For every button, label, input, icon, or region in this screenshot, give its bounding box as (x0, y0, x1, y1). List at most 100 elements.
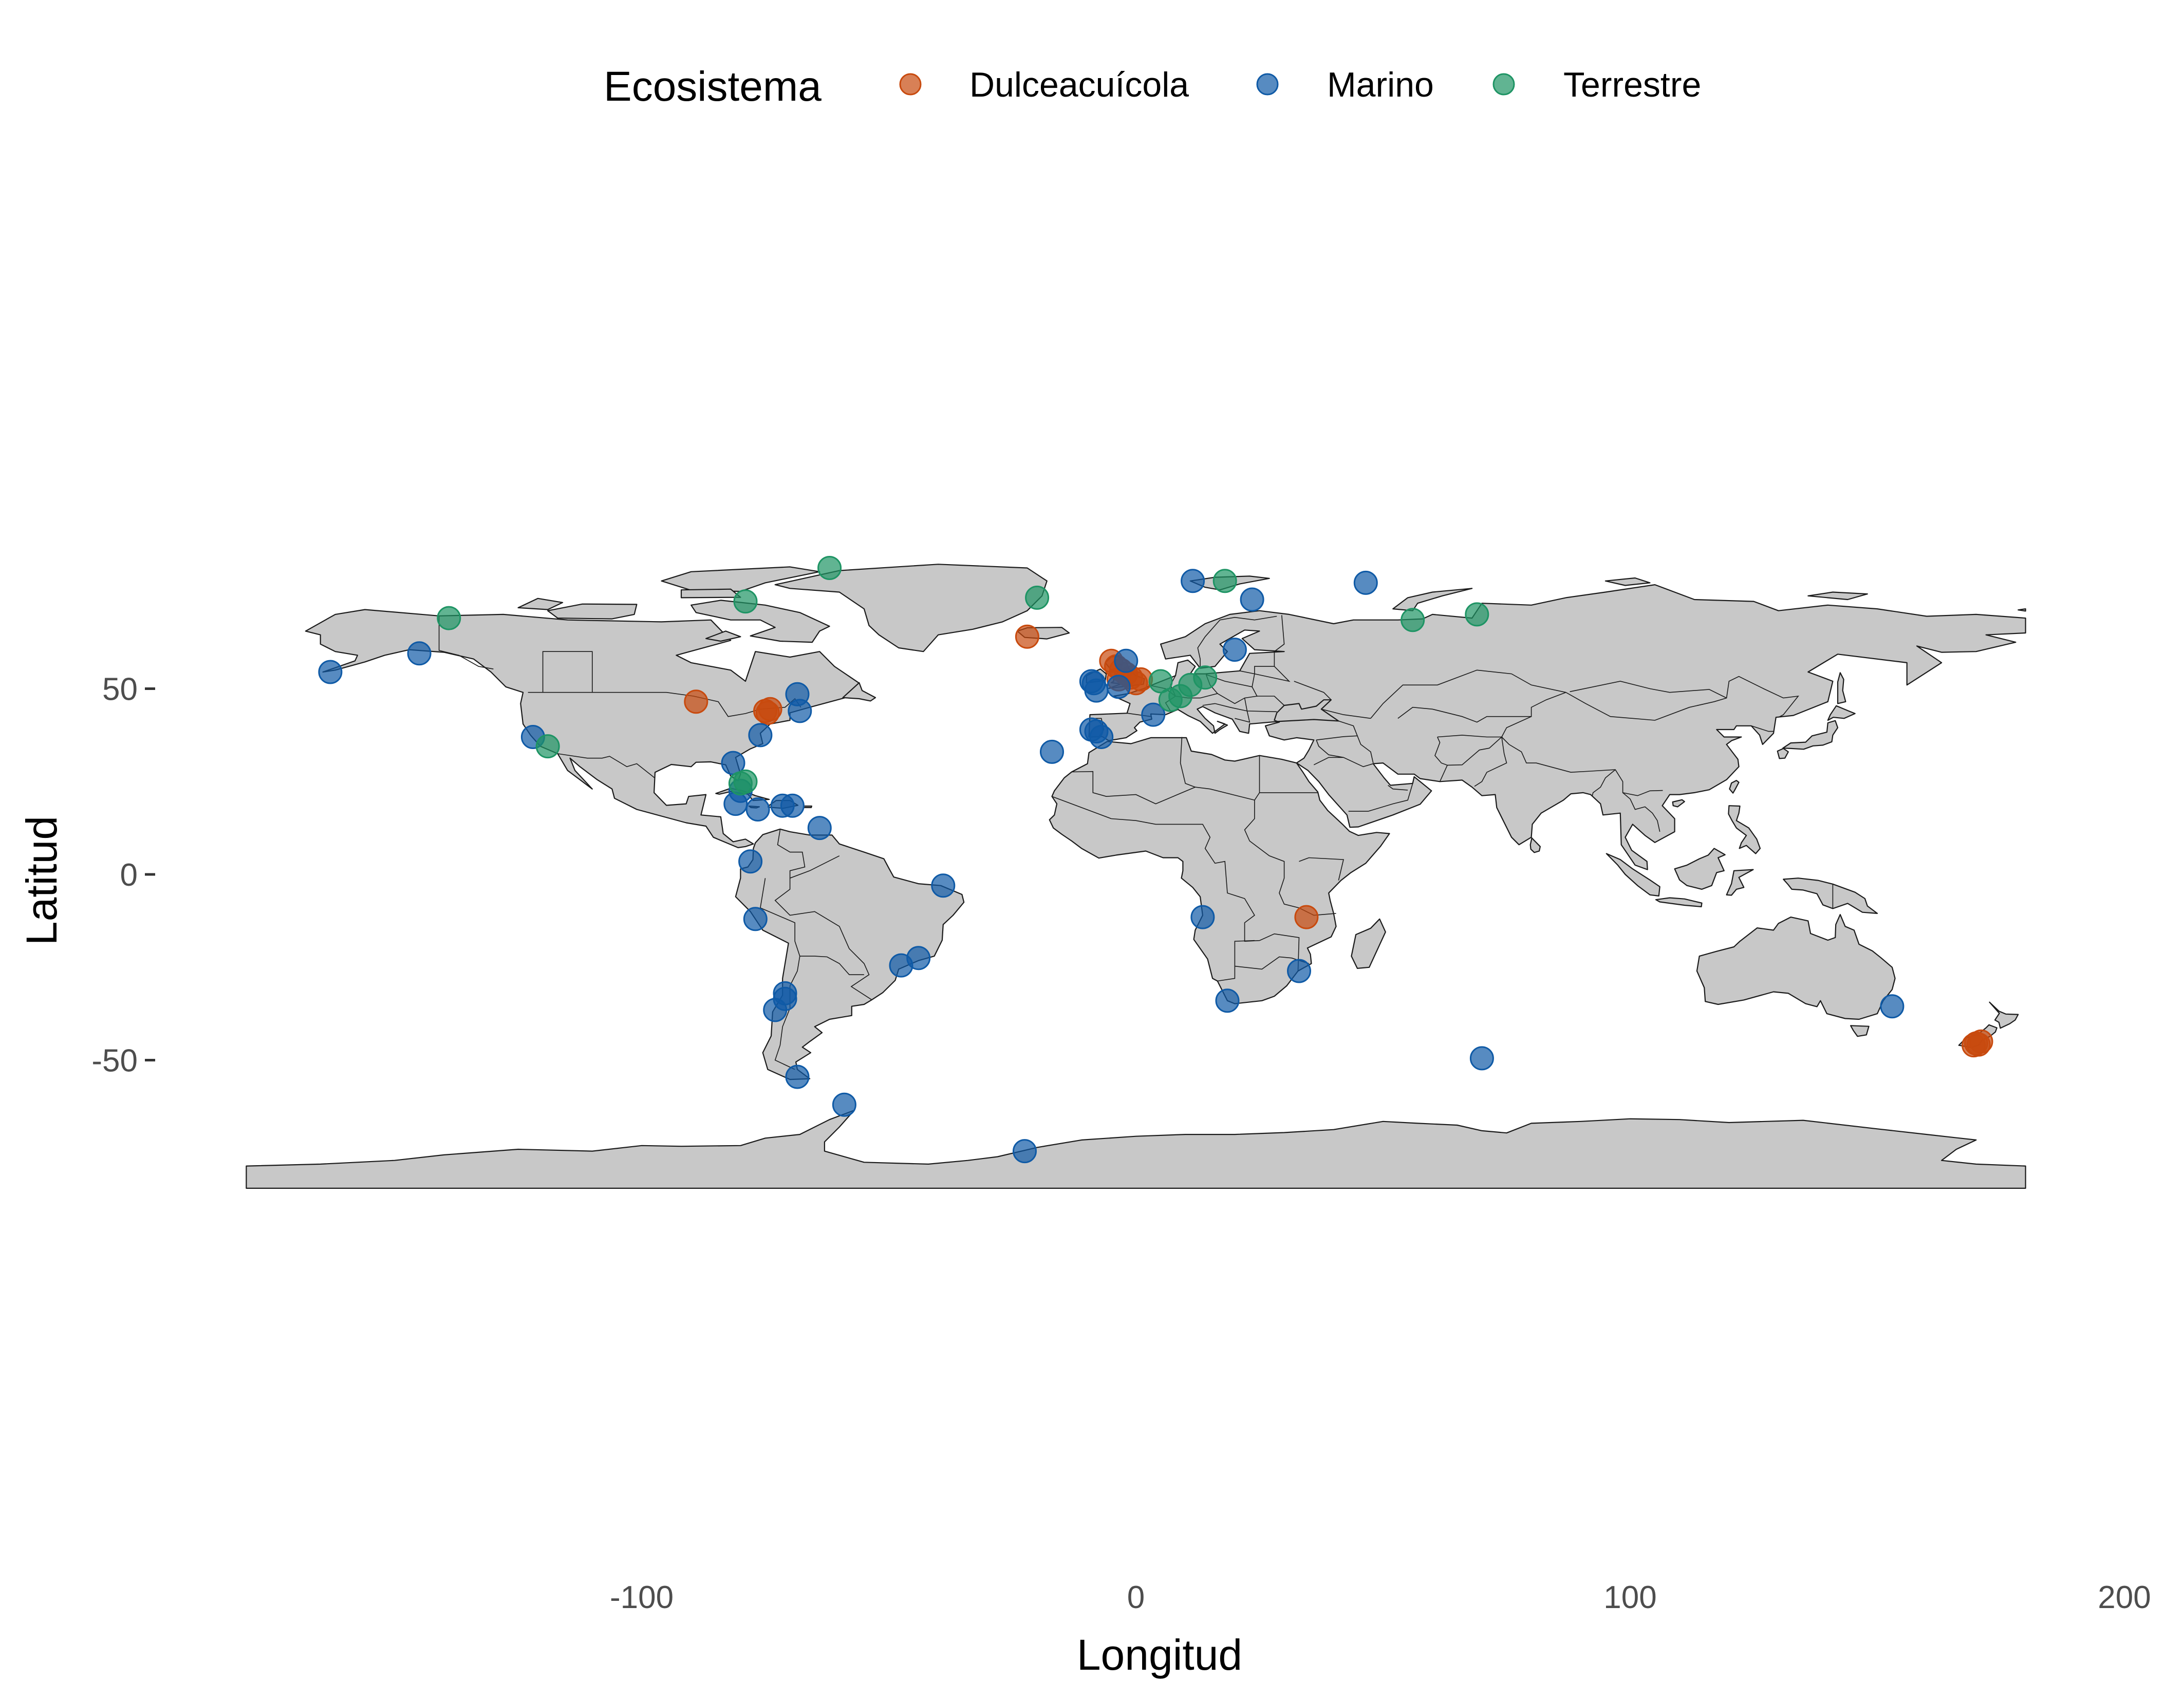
border-arabia-3 (1388, 785, 1408, 791)
point-marino-34 (1181, 569, 1205, 593)
border-china-north (1565, 676, 1799, 721)
point-marino-30 (1081, 671, 1106, 696)
border-africa-7 (1299, 857, 1344, 881)
land-victoria-island (547, 603, 638, 620)
land-new-guinea (1783, 877, 1878, 914)
legend-swatch-dulceacuicola (899, 73, 922, 96)
land-australia (1696, 914, 1896, 1020)
point-marino-39 (1215, 988, 1240, 1013)
legend-label-marino: Marino (1327, 65, 1434, 104)
point-marino-14 (788, 699, 812, 723)
point-marino-31 (1106, 675, 1131, 699)
border-afghanistan (1437, 735, 1503, 766)
point-terrestre-3 (1025, 585, 1050, 610)
point-marino-5 (723, 792, 748, 816)
border-europe-11 (1294, 681, 1332, 700)
point-marino-23 (1013, 1139, 1037, 1164)
point-dulceacuicola-1 (684, 689, 708, 714)
land-wrangel (2018, 608, 2026, 612)
land-eurasia (1088, 584, 2026, 870)
border-kazakhstan-north (1370, 669, 1566, 719)
border-kazakhstan-south (1397, 692, 1566, 723)
point-marino-8 (780, 793, 805, 818)
border-europe-7 (1257, 696, 1285, 706)
point-marino-20 (763, 998, 788, 1022)
land-nz-north (1989, 1001, 2019, 1029)
x-axis-title: Longitud (1077, 1631, 1242, 1679)
border-scandinavia (1197, 615, 1277, 668)
border-argentina-north (799, 956, 864, 975)
point-dulceacuicola-13 (1294, 905, 1319, 929)
point-terrestre-0 (437, 606, 461, 630)
land-hainan (1672, 799, 1685, 808)
y-tick-label: 50 (102, 672, 138, 707)
point-marino-10 (738, 849, 763, 874)
x-tick-label: 200 (2098, 1580, 2151, 1615)
point-marino-21 (785, 1065, 810, 1089)
point-terrestre-2 (817, 556, 842, 580)
border-brazil-west (774, 855, 872, 1000)
land-sakhalin (1837, 672, 1846, 704)
border-arabia-2 (1348, 783, 1413, 812)
data-points (318, 556, 1993, 1164)
legend-swatch-terrestre (1492, 73, 1515, 96)
border-colombia-venezuela (777, 830, 806, 879)
border-iran-west (1357, 736, 1374, 763)
border-africa-3 (1217, 940, 1255, 982)
border-europe-9 (1202, 703, 1250, 723)
point-marino-32 (1114, 648, 1138, 673)
point-terrestre-6 (535, 734, 560, 759)
land-japan-honshu (1782, 720, 1839, 750)
border-europe-10 (1254, 651, 1291, 682)
border-alaska-canada (438, 615, 494, 669)
land-philippines (1728, 805, 1761, 854)
land-taiwan (1729, 780, 1740, 794)
legend-title: Ecosistema (604, 63, 822, 110)
land-newfoundland (842, 682, 876, 702)
point-marino-27 (1089, 725, 1114, 749)
land-north-america (305, 609, 860, 848)
point-marino-12 (748, 723, 773, 748)
point-marino-41 (1469, 1046, 1494, 1071)
point-marino-22 (832, 1092, 856, 1117)
land-japan-hokkaido (1827, 705, 1856, 721)
point-terrestre-8 (1401, 608, 1425, 632)
border-us-mexico (557, 753, 656, 779)
land-new-siberian (1807, 591, 1868, 601)
border-india-pakistan (1474, 737, 1507, 787)
point-marino-37 (1222, 638, 1247, 662)
land-antarctica (246, 1110, 2026, 1189)
land-south-america (735, 828, 965, 1080)
border-iraq-syria (1316, 740, 1344, 758)
land-java (1655, 897, 1703, 907)
point-terrestre-7 (1212, 569, 1237, 593)
land-baffin-island (690, 600, 830, 643)
x-tick-label: 100 (1603, 1580, 1656, 1615)
point-marino-38 (1190, 905, 1215, 929)
land-banks-island (517, 598, 564, 610)
point-dulceacuicola-17 (1966, 1032, 1991, 1057)
point-marino-0 (318, 660, 343, 684)
point-marino-24 (1040, 739, 1064, 764)
land-severnaya-zemlya (1604, 577, 1651, 586)
land-japan-kyushu (1777, 748, 1789, 759)
land-layer (246, 564, 2026, 1189)
border-caucasus-1 (1321, 708, 1371, 719)
point-marino-15 (931, 873, 956, 898)
land-greenland (774, 564, 1048, 652)
land-madagascar (1351, 918, 1386, 969)
x-tick-label: 0 (1127, 1580, 1145, 1615)
border-canada-provinces (542, 651, 593, 693)
point-dulceacuicola-4 (755, 701, 780, 725)
land-borneo (1674, 848, 1726, 890)
land-sumatra (1606, 853, 1660, 897)
y-axis-title: Latitud (17, 816, 66, 945)
legend-swatch-marino (1256, 73, 1279, 96)
border-se-asia (1592, 769, 1616, 797)
border-russia-west (1274, 615, 1285, 652)
land-novaya-zemlya (1392, 588, 1473, 611)
point-marino-36 (1353, 570, 1378, 595)
border-mongolia (1570, 681, 1727, 699)
legend: Ecosistema Dulceacuícola Marino Terrestr… (604, 63, 1701, 110)
